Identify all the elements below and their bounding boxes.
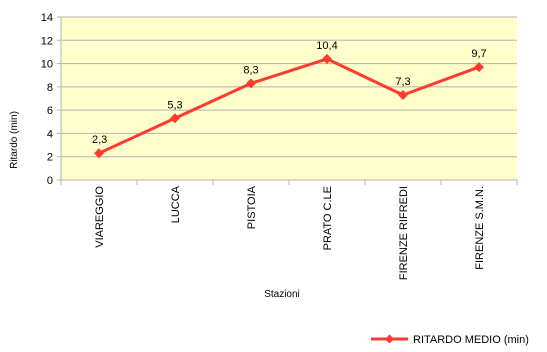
data-point	[94, 148, 104, 159]
gridlines	[61, 16, 517, 158]
x-tick-label: VIAREGGIO	[94, 186, 106, 248]
y-tick-label: 10	[41, 59, 53, 71]
data-label: 5,3	[167, 99, 182, 111]
data-label: 10,4	[316, 40, 337, 52]
x-tick-label: LUCCA	[170, 185, 182, 223]
y-tick-label: 14	[41, 12, 53, 24]
x-tick-label: PISTOIA	[246, 185, 258, 229]
x-axis-ticks: VIAREGGIO LUCCA PISTOIA PRATO C.LE FIRENZE R…	[60, 180, 518, 280]
y-tick-label: 4	[47, 128, 53, 140]
data-labels: 2,3 5,3 8,3 10,4 7,3 9,7	[92, 40, 487, 146]
legend-label: RITARDO MEDIO (min)	[413, 334, 529, 346]
data-label: 8,3	[243, 64, 258, 76]
series-layer	[94, 53, 484, 159]
x-tick-label: PRATO C.LE	[322, 186, 334, 250]
x-tick-label: FIRENZE S.M.N.	[474, 186, 486, 270]
x-tick-label: FIRENZE RIFREDI	[398, 186, 410, 280]
y-tick-label: 12	[41, 35, 53, 47]
data-point	[170, 113, 180, 124]
y-tick-label: 8	[47, 82, 53, 94]
data-label: 9,7	[471, 48, 486, 60]
data-point	[398, 90, 408, 101]
data-point	[322, 53, 332, 64]
y-tick-label: 0	[47, 175, 53, 187]
series-line	[98, 57, 480, 155]
y-axis-ticks: 0 2 4 6 8 10 12 14	[41, 12, 61, 187]
y-tick-label: 6	[47, 105, 53, 117]
legend: RITARDO MEDIO (min)	[371, 334, 529, 346]
legend-marker-icon	[385, 334, 394, 344]
data-point	[474, 62, 484, 73]
data-label: 7,3	[395, 76, 410, 88]
y-tick-label: 2	[47, 152, 53, 164]
x-axis-title: Stazioni	[264, 289, 300, 300]
data-label: 2,3	[92, 134, 107, 146]
y-axis-title: Ritardo (min)	[9, 111, 20, 169]
data-point	[246, 78, 256, 89]
plot-area	[61, 17, 517, 180]
